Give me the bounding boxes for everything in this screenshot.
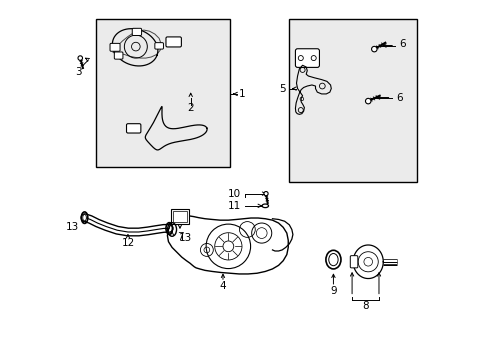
Text: 10: 10 [227,189,241,199]
Ellipse shape [82,215,86,221]
FancyBboxPatch shape [110,43,120,51]
FancyBboxPatch shape [126,124,141,133]
Text: 8: 8 [362,301,368,311]
FancyBboxPatch shape [132,28,142,36]
Text: 13: 13 [65,222,79,232]
Text: 7: 7 [176,232,183,242]
Bar [173,211,186,222]
Text: 12: 12 [121,238,134,248]
Text: 6: 6 [399,40,405,49]
FancyBboxPatch shape [165,37,181,47]
Bar [171,209,188,224]
FancyBboxPatch shape [295,49,319,67]
Text: 4: 4 [219,281,226,291]
Circle shape [78,56,82,60]
Bar [96,19,230,167]
Text: 13: 13 [178,233,192,243]
FancyBboxPatch shape [114,52,122,59]
Circle shape [264,192,267,196]
Text: 11: 11 [227,201,241,211]
Circle shape [365,98,370,104]
Text: 2: 2 [187,103,194,113]
Text: 5: 5 [279,84,285,94]
Text: 1: 1 [239,89,245,99]
FancyBboxPatch shape [155,42,163,49]
Text: 9: 9 [329,286,336,296]
FancyBboxPatch shape [349,256,357,268]
Circle shape [371,46,376,52]
Text: 6: 6 [395,93,402,103]
Bar [289,19,416,182]
Text: 3: 3 [75,67,82,77]
